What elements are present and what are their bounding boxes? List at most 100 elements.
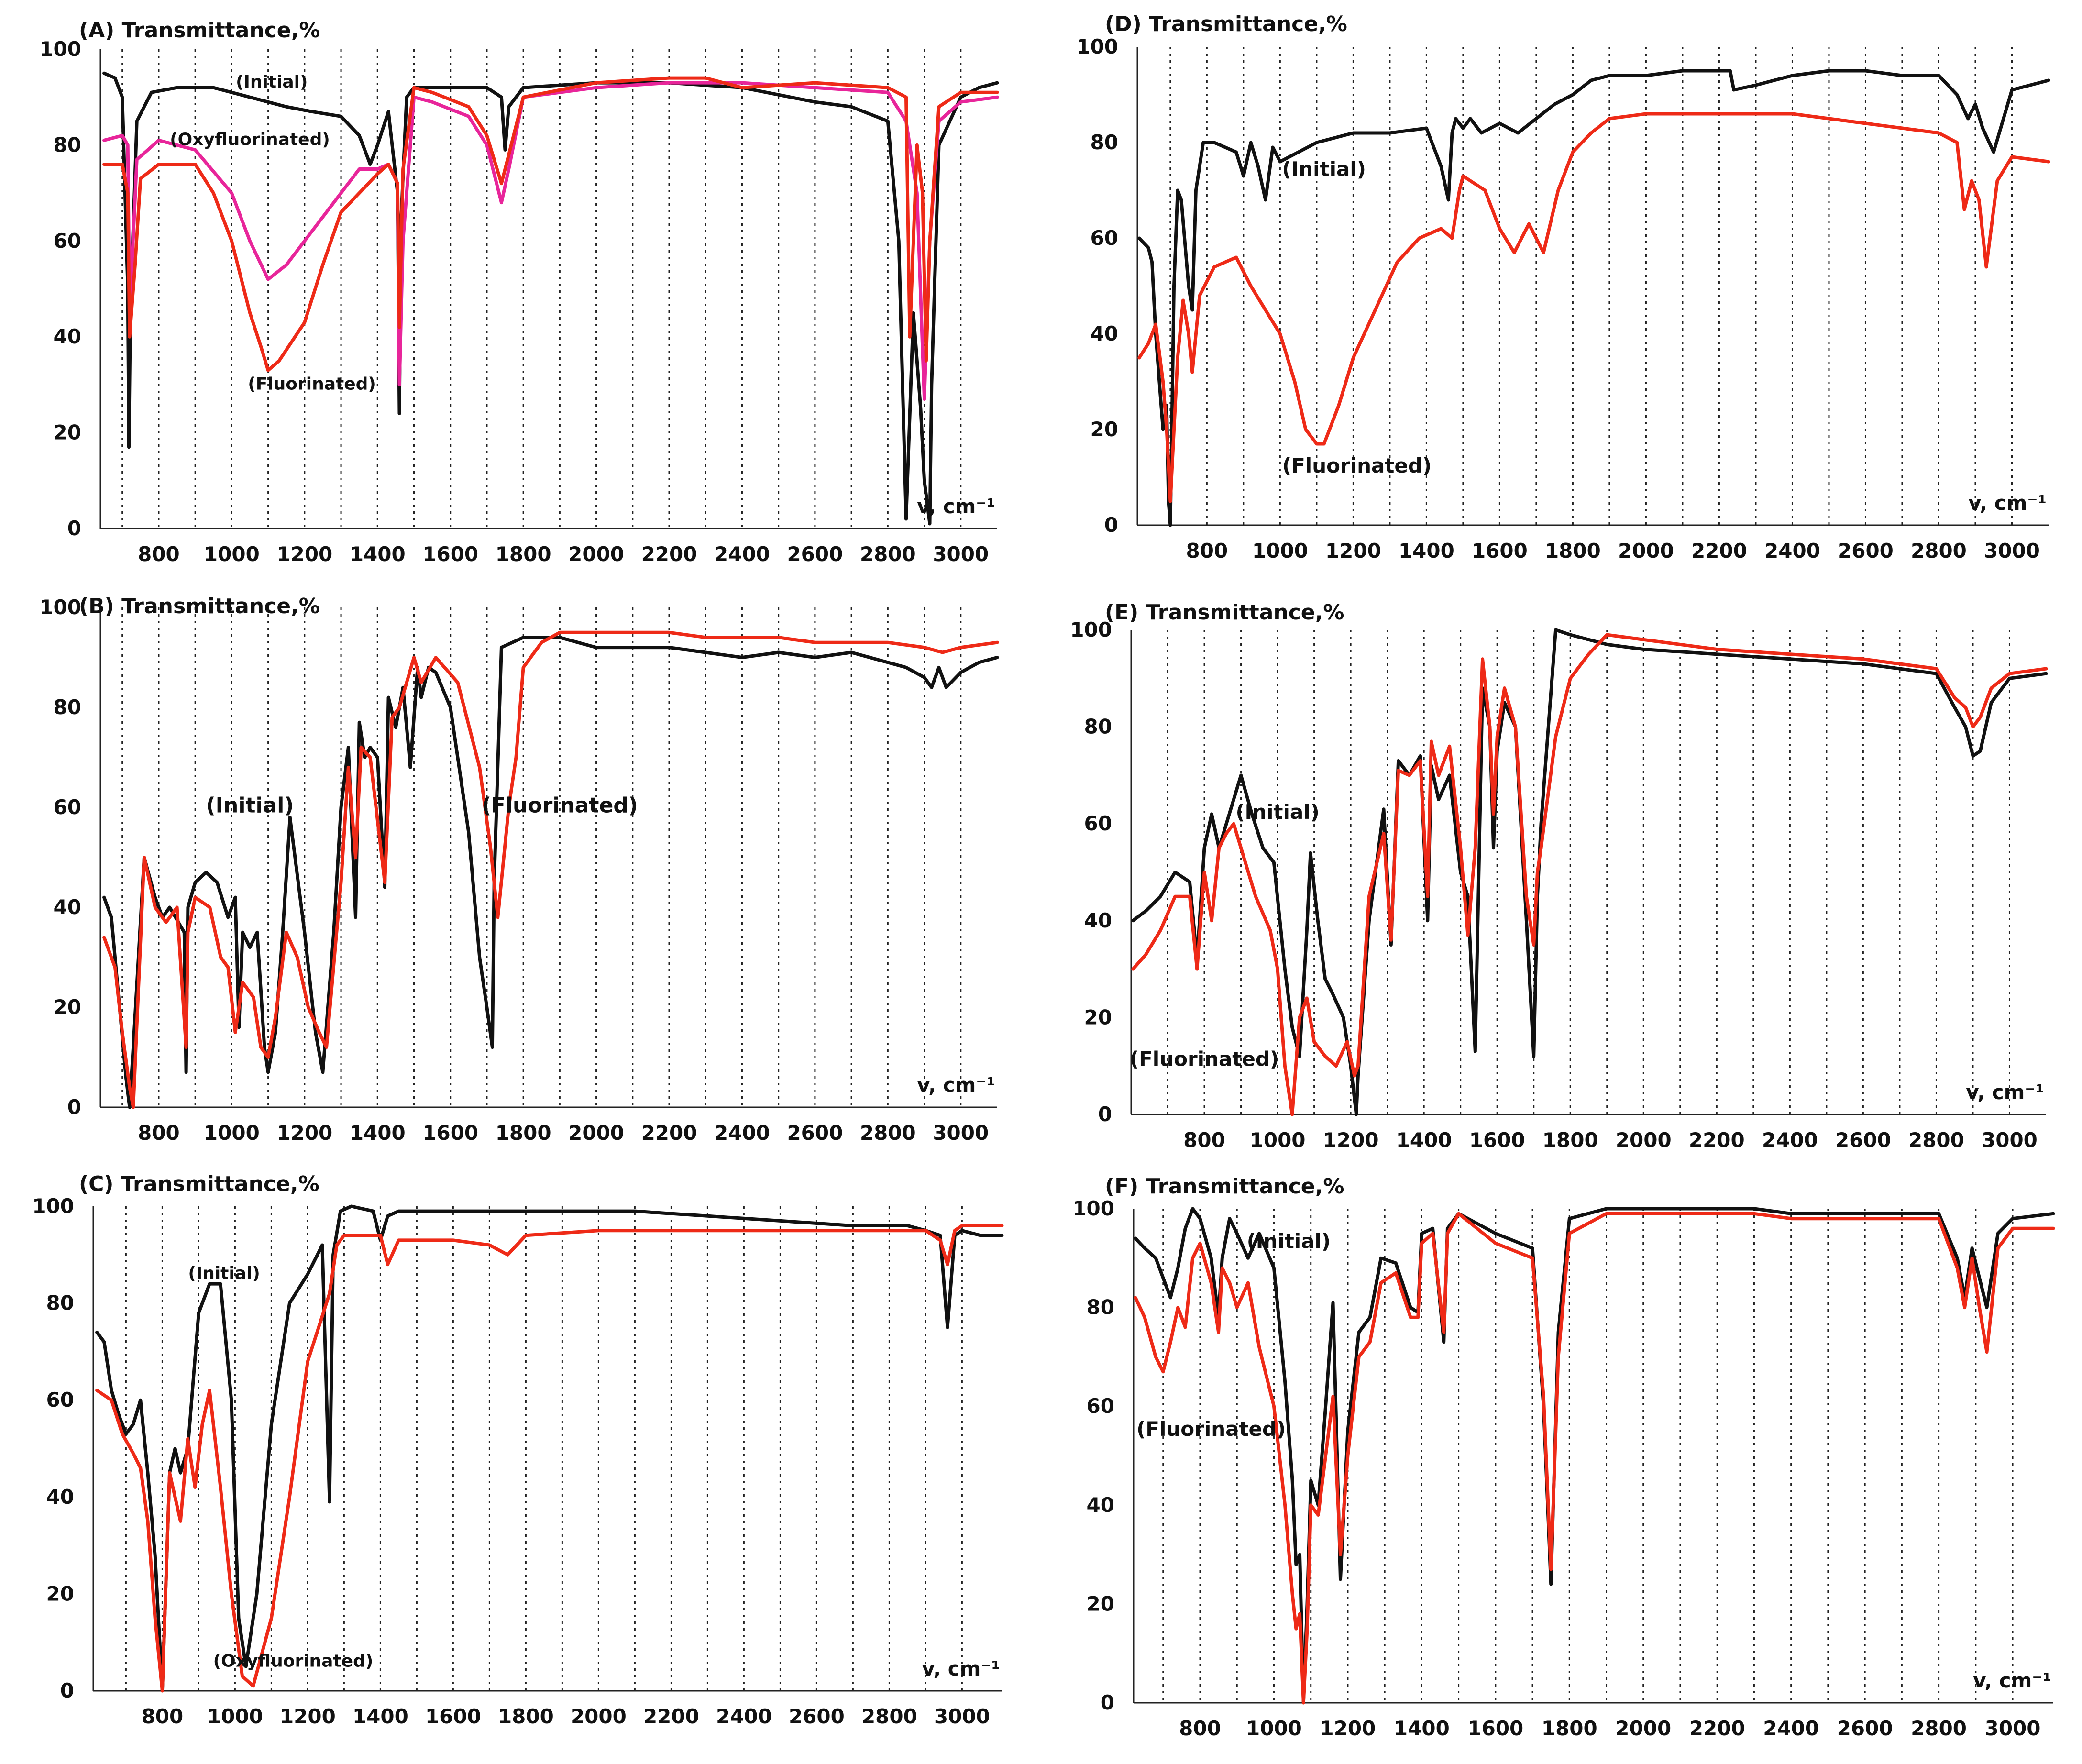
x-tick-C-1400: 1400 — [353, 1705, 408, 1728]
x-tick-F-3000: 3000 — [1985, 1717, 2041, 1740]
y-tick-E-100: 100 — [1070, 618, 1112, 641]
annotation-A-1: (Oxyfluorinated) — [170, 130, 330, 149]
panel-E: 0 20 40 60 80 100 800 1000 1200 1400 1600 1800 2000 2… — [1070, 600, 2048, 1152]
y-tick-D-100: 100 — [1076, 35, 1118, 58]
x-tick-E-2400: 2400 — [1762, 1128, 1818, 1152]
x-tick-A-1400: 1400 — [350, 542, 406, 566]
x-tick-C-2000: 2000 — [571, 1705, 627, 1728]
x-tick-B-1200: 1200 — [276, 1121, 332, 1145]
series-A-fluorinated — [102, 76, 999, 372]
x-tick-B-1400: 1400 — [350, 1121, 406, 1145]
panel-title-D: (D) Transmittance,% — [1105, 12, 1347, 36]
x-tick-C-2600: 2600 — [789, 1705, 845, 1728]
y-tick-E-20: 20 — [1084, 1005, 1112, 1029]
x-tick-D-800: 800 — [1186, 539, 1228, 562]
x-tick-E-3000: 3000 — [1982, 1128, 2038, 1152]
annotation-A-0: (Initial) — [236, 72, 308, 92]
y-tick-B-80: 80 — [54, 695, 81, 719]
x-tick-D-2000: 2000 — [1618, 539, 1674, 562]
y-tick-C-0: 0 — [60, 1679, 74, 1702]
x-tick-F-800: 800 — [1179, 1717, 1221, 1740]
y-tick-C-80: 80 — [46, 1291, 74, 1315]
y-tick-D-60: 60 — [1091, 226, 1118, 250]
x-axis-label-F: v, cm⁻¹ — [1973, 1669, 2051, 1692]
x-tick-C-3000: 3000 — [934, 1705, 990, 1728]
x-tick-E-2000: 2000 — [1616, 1128, 1672, 1152]
x-tick-A-800: 800 — [138, 542, 180, 566]
x-tick-C-2200: 2200 — [643, 1705, 699, 1728]
x-tick-C-1000: 1000 — [207, 1705, 263, 1728]
annotation-D-1: (Fluorinated) — [1282, 454, 1432, 477]
x-axis-label-D: v, cm⁻¹ — [1968, 491, 2047, 515]
x-tick-E-1000: 1000 — [1250, 1128, 1306, 1152]
x-tick-A-1000: 1000 — [204, 542, 260, 566]
annotation-A-2: (Fluorinated) — [248, 374, 376, 394]
x-tick-E-1400: 1400 — [1396, 1128, 1452, 1152]
y-tick-B-40: 40 — [54, 895, 81, 919]
x-tick-B-2600: 2600 — [787, 1121, 843, 1145]
panel-title-B: (B) Transmittance,% — [79, 594, 320, 618]
y-tick-F-80: 80 — [1087, 1296, 1114, 1319]
x-tick-D-2800: 2800 — [1911, 539, 1967, 562]
annotation-F-0: (Initial) — [1247, 1230, 1331, 1253]
x-tick-F-1200: 1200 — [1320, 1717, 1376, 1740]
x-tick-B-3000: 3000 — [933, 1121, 989, 1145]
x-tick-F-2800: 2800 — [1911, 1717, 1967, 1740]
y-tick-A-80: 80 — [54, 133, 81, 156]
y-tick-B-60: 60 — [54, 795, 81, 819]
y-tick-F-60: 60 — [1087, 1394, 1114, 1418]
x-axis-label-C: v, cm⁻¹ — [922, 1657, 1000, 1680]
x-tick-E-1800: 1800 — [1542, 1128, 1598, 1152]
x-tick-B-800: 800 — [138, 1121, 180, 1145]
panel-title-E: (E) Transmittance,% — [1105, 600, 1344, 625]
x-tick-D-1000: 1000 — [1252, 539, 1308, 562]
x-tick-F-2200: 2200 — [1689, 1717, 1745, 1740]
x-tick-A-2200: 2200 — [641, 542, 697, 566]
x-axis-label-A: v, cm⁻¹ — [917, 495, 995, 518]
x-tick-C-1200: 1200 — [280, 1705, 336, 1728]
y-tick-F-20: 20 — [1087, 1592, 1114, 1615]
x-tick-A-2000: 2000 — [568, 542, 624, 566]
x-tick-B-2400: 2400 — [714, 1121, 770, 1145]
panel-title-F: (F) Transmittance,% — [1105, 1174, 1344, 1199]
x-tick-D-2600: 2600 — [1838, 539, 1894, 562]
x-tick-D-1400: 1400 — [1399, 539, 1454, 562]
y-tick-B-20: 20 — [54, 995, 81, 1019]
annotation-F-1: (Fluorinated) — [1136, 1417, 1286, 1441]
x-tick-E-2200: 2200 — [1689, 1128, 1745, 1152]
series-F-fluorinated — [1134, 1212, 2055, 1705]
panel-title-C: (C) Transmittance,% — [79, 1172, 319, 1196]
x-tick-A-1200: 1200 — [276, 542, 332, 566]
x-axis-label-E: v, cm⁻¹ — [1966, 1080, 2044, 1104]
x-tick-E-2800: 2800 — [1908, 1128, 1964, 1152]
y-tick-E-60: 60 — [1084, 812, 1112, 835]
x-tick-F-2400: 2400 — [1763, 1717, 1819, 1740]
y-tick-E-0: 0 — [1098, 1102, 1112, 1126]
y-tick-B-100: 100 — [39, 595, 81, 619]
x-tick-E-2600: 2600 — [1835, 1128, 1891, 1152]
y-tick-E-40: 40 — [1084, 909, 1112, 932]
annotation-C-0: (Initial) — [188, 1264, 260, 1283]
y-tick-A-20: 20 — [54, 421, 81, 444]
y-tick-F-40: 40 — [1087, 1493, 1114, 1517]
series-B-fluorinated — [102, 630, 999, 1109]
x-tick-B-2800: 2800 — [860, 1121, 916, 1145]
x-tick-F-1400: 1400 — [1394, 1717, 1450, 1740]
series-B-initial — [102, 636, 999, 1109]
x-tick-C-2400: 2400 — [716, 1705, 772, 1728]
x-tick-F-1600: 1600 — [1467, 1717, 1523, 1740]
x-tick-F-2600: 2600 — [1837, 1717, 1893, 1740]
x-tick-F-1000: 1000 — [1246, 1717, 1302, 1740]
x-tick-A-1800: 1800 — [496, 542, 551, 566]
y-tick-F-0: 0 — [1101, 1691, 1114, 1714]
y-tick-D-20: 20 — [1091, 418, 1118, 441]
y-tick-A-0: 0 — [67, 517, 81, 540]
series-A-initial — [102, 71, 999, 526]
x-tick-C-1600: 1600 — [425, 1705, 481, 1728]
x-tick-B-2000: 2000 — [568, 1121, 624, 1145]
y-tick-D-0: 0 — [1104, 513, 1118, 537]
y-tick-A-60: 60 — [54, 229, 81, 253]
panel-D: 0 20 40 60 80 100 800 1000 1200 1400 1600 1800 2000 2… — [1076, 12, 2050, 562]
x-tick-D-2400: 2400 — [1764, 539, 1820, 562]
y-tick-F-100: 100 — [1072, 1197, 1114, 1220]
